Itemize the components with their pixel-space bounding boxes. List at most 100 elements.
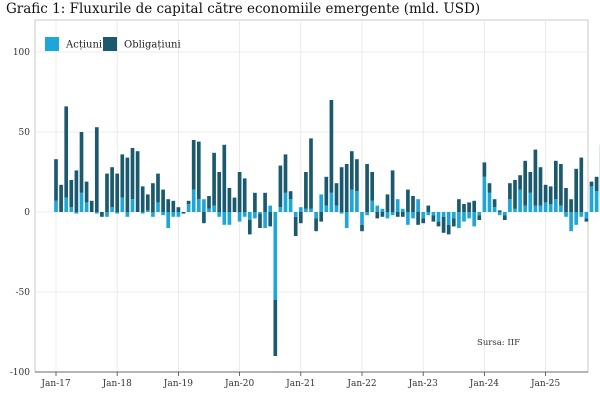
bar-actiuni	[538, 205, 543, 212]
bar-obligatiuni	[513, 180, 517, 209]
bar-actiuni	[319, 194, 324, 212]
bar-obligatiuni	[258, 213, 262, 228]
bar-obligatiuni	[151, 183, 155, 212]
bar-actiuni	[589, 186, 594, 212]
bar-obligatiuni	[446, 224, 451, 235]
bar-actiuni	[64, 197, 69, 212]
bar-obligatiuni	[227, 188, 232, 212]
bar-actiuni	[268, 205, 273, 212]
bar-obligatiuni	[385, 194, 390, 212]
x-tick-label: Jan-23	[408, 379, 439, 389]
bar-actiuni	[579, 212, 584, 217]
bar-actiuni	[584, 212, 589, 219]
legend-swatch-actiuni	[45, 37, 59, 51]
bar-actiuni	[288, 199, 293, 212]
axis-layer: -100 -50 0 50 100 Jan-17 Jan-18 Jan-19 Jan-20 Jan…	[10, 48, 588, 389]
bar-actiuni	[492, 207, 497, 212]
bar-actiuni	[212, 205, 216, 212]
bar-obligatiuni	[543, 184, 548, 203]
bar-obligatiuni	[54, 159, 58, 201]
bar-obligatiuni	[232, 197, 237, 212]
bar-actiuni	[304, 208, 308, 212]
bar-obligatiuni	[477, 215, 482, 220]
bar-obligatiuni	[416, 212, 420, 225]
bar-actiuni	[446, 212, 451, 225]
bar-actiuni	[324, 205, 329, 212]
bar-actiuni	[487, 192, 492, 212]
bar-actiuni	[237, 212, 242, 222]
bar-actiuni	[263, 212, 267, 228]
bar-obligatiuni	[105, 173, 109, 212]
bar-actiuni	[120, 197, 125, 212]
bar-obligatiuni	[84, 181, 89, 203]
bar-actiuni	[451, 212, 456, 219]
bar-obligatiuni	[186, 200, 191, 204]
bar-actiuni	[94, 212, 99, 214]
bar-obligatiuni	[355, 159, 359, 192]
bar-actiuni	[518, 189, 522, 212]
legend-label-actiuni: Acțiuni	[65, 40, 102, 51]
bar-obligatiuni	[202, 212, 206, 224]
bar-obligatiuni	[64, 106, 69, 198]
bar-actiuni	[110, 207, 114, 212]
bar-obligatiuni	[314, 218, 318, 232]
bar-actiuni	[171, 212, 176, 217]
bar-obligatiuni	[584, 218, 589, 222]
bar-obligatiuni	[100, 212, 104, 217]
bars-layer	[54, 100, 600, 356]
bar-actiuni	[222, 212, 227, 225]
bar-actiuni	[436, 212, 441, 222]
bar-obligatiuni	[375, 212, 380, 219]
bar-obligatiuni	[528, 172, 533, 193]
bar-actiuni	[533, 205, 538, 212]
bar-actiuni	[293, 212, 298, 217]
bar-obligatiuni	[94, 127, 99, 212]
x-tick-label: Jan-24	[469, 379, 500, 389]
bar-obligatiuni	[212, 152, 216, 206]
bar-actiuni	[421, 212, 426, 219]
legend-label-obligatiuni: Obligațiuni	[124, 40, 181, 51]
bar-actiuni	[543, 202, 548, 212]
bar-actiuni	[151, 212, 155, 217]
bar-actiuni	[145, 210, 150, 212]
bar-obligatiuni	[472, 200, 477, 212]
bar-obligatiuni	[222, 144, 227, 212]
bar-obligatiuni	[594, 176, 599, 192]
legend-swatch-obligatiuni	[103, 37, 117, 51]
bar-actiuni	[258, 212, 262, 214]
bar-actiuni	[365, 212, 369, 216]
x-tick-label: Jan-18	[102, 379, 133, 389]
bar-actiuni	[278, 207, 283, 212]
bar-obligatiuni	[553, 160, 558, 200]
bar-actiuni	[344, 212, 349, 228]
bar-obligatiuni	[462, 204, 466, 212]
bar-actiuni	[502, 212, 507, 216]
bar-actiuni	[115, 212, 120, 214]
bar-actiuni	[273, 212, 278, 300]
bar-obligatiuni	[74, 170, 79, 212]
bar-actiuni	[553, 199, 558, 212]
bar-obligatiuni	[380, 212, 385, 217]
bar-obligatiuni	[161, 189, 165, 212]
bar-obligatiuni	[400, 212, 405, 217]
bar-actiuni	[196, 199, 201, 212]
bar-obligatiuni	[115, 173, 120, 212]
bar-obligatiuni	[518, 175, 522, 190]
bar-obligatiuni	[482, 162, 487, 177]
bar-obligatiuni	[431, 215, 436, 222]
bar-obligatiuni	[324, 176, 329, 206]
bar-actiuni	[334, 205, 339, 212]
bar-actiuni	[574, 212, 579, 225]
bar-actiuni	[441, 212, 446, 217]
bar-obligatiuni	[589, 181, 594, 187]
bar-actiuni	[523, 205, 528, 212]
bar-obligatiuni	[140, 186, 145, 212]
bar-obligatiuni	[426, 205, 431, 212]
bar-obligatiuni	[247, 220, 252, 235]
bar-actiuni	[349, 189, 354, 212]
bar-actiuni	[242, 212, 247, 217]
bar-obligatiuni	[273, 300, 278, 356]
bar-actiuni	[513, 208, 517, 212]
bar-actiuni	[298, 207, 303, 212]
bar-actiuni	[400, 208, 405, 212]
